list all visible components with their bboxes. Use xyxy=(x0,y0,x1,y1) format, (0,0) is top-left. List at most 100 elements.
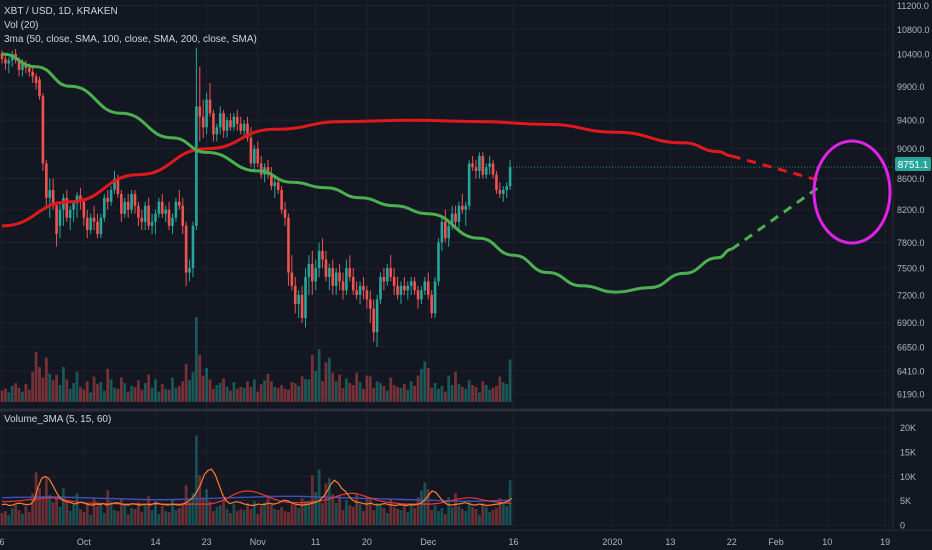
volume-3ma-bar xyxy=(324,483,328,525)
candle-body xyxy=(167,209,171,226)
volume-bar xyxy=(413,385,417,402)
chart-title[interactable]: XBT / USD, 1D, KRAKEN xyxy=(4,6,118,17)
volume-bar xyxy=(232,382,236,402)
candle-body xyxy=(174,201,178,218)
volume-3ma-bar xyxy=(256,514,260,525)
time-tick-label[interactable]: 6 xyxy=(0,537,5,547)
time-tick-label[interactable]: Oct xyxy=(77,537,92,547)
volume-bar xyxy=(321,381,324,402)
candle-body xyxy=(433,281,437,314)
candle-body xyxy=(341,281,345,291)
volume-bar xyxy=(38,367,41,402)
time-tick-label[interactable]: 2020 xyxy=(602,537,622,547)
price-tick-label: 10800.0 xyxy=(897,25,930,35)
volume-3ma-bar xyxy=(154,501,157,525)
candle-body xyxy=(321,250,324,260)
candle-body xyxy=(413,281,416,291)
time-tick-label[interactable]: 20 xyxy=(362,537,372,547)
volume-3ma-bar xyxy=(123,505,127,525)
volume-3ma-bar xyxy=(140,512,144,525)
candle-body xyxy=(65,197,69,218)
time-tick-label[interactable]: 11 xyxy=(311,537,320,547)
candle-body xyxy=(256,148,260,164)
volume-bar xyxy=(437,388,440,402)
time-tick-label[interactable]: Feb xyxy=(768,537,784,547)
volume-bar xyxy=(174,387,178,402)
candle-body xyxy=(447,225,451,239)
candle-body xyxy=(365,290,369,300)
volume-bar xyxy=(68,388,72,402)
volume-indicator-legend[interactable]: Vol (20) xyxy=(4,20,39,31)
candle-body xyxy=(467,163,471,206)
volume-bar xyxy=(307,379,311,402)
time-tick-label[interactable]: 10 xyxy=(822,537,832,547)
candle-body xyxy=(375,299,379,333)
volume-3ma-bar xyxy=(345,500,348,525)
volume-3ma-legend[interactable]: Volume_3MA (5, 15, 60) xyxy=(4,414,112,425)
volume-bar xyxy=(160,384,164,402)
volume-3ma-bar xyxy=(402,506,406,525)
volume-bar xyxy=(450,385,454,402)
candle-body xyxy=(328,268,331,277)
volume-bar xyxy=(495,385,498,402)
volume-bar xyxy=(368,376,372,402)
volume-3ma-bar xyxy=(61,488,65,525)
volume-3ma-bar xyxy=(218,505,222,525)
volume-bar xyxy=(280,385,284,402)
volume-tick-label: 10K xyxy=(900,472,916,482)
volume-bar xyxy=(61,367,65,402)
candle-body xyxy=(215,127,219,135)
candle-body xyxy=(348,268,352,277)
time-tick-label[interactable]: 13 xyxy=(665,537,675,547)
candle-body xyxy=(293,285,297,305)
volume-bar xyxy=(423,361,427,402)
time-tick-label[interactable]: 19 xyxy=(880,537,890,547)
time-tick-label[interactable]: Nov xyxy=(250,537,267,547)
time-tick-label[interactable]: 14 xyxy=(150,537,160,547)
time-tick-label[interactable]: Dec xyxy=(420,537,437,547)
volume-bar xyxy=(235,388,239,402)
volume-bar xyxy=(188,380,191,402)
time-tick-label[interactable]: 16 xyxy=(508,537,518,547)
volume-3ma-bar xyxy=(102,513,106,525)
volume-bar xyxy=(222,378,226,402)
time-tick-label[interactable]: 23 xyxy=(202,537,212,547)
volume-bar xyxy=(79,386,82,402)
volume-bar xyxy=(184,364,188,402)
time-tick-label[interactable]: 22 xyxy=(727,537,737,547)
volume-bar xyxy=(385,390,389,402)
volume-3ma-bar xyxy=(266,495,270,525)
volume-tick-label: 5K xyxy=(900,496,911,506)
candle-body xyxy=(430,294,433,314)
volume-bar xyxy=(34,351,38,402)
volume-3ma-bar xyxy=(430,510,434,525)
volume-3ma-bar xyxy=(164,511,168,525)
candle-body xyxy=(259,163,263,175)
candle-body xyxy=(92,217,96,222)
volume-bar xyxy=(443,391,447,402)
volume-bar xyxy=(389,377,393,402)
candle-body xyxy=(133,193,137,206)
volume-3ma-bar xyxy=(471,507,474,525)
volume-3ma-bar xyxy=(7,515,11,525)
time-axis-labels[interactable]: 6 Oct 14 23 Nov 11 20 Dec 16 2020 13 22 Feb 10 19 xyxy=(0,537,890,547)
volume-3ma-bar xyxy=(269,503,273,525)
volume-3ma-bar xyxy=(283,511,287,525)
candle-body xyxy=(120,193,123,214)
volume-bar xyxy=(474,386,478,402)
ma-indicator-legend[interactable]: 3ma (50, close, SMA, 100, close, SMA, 20… xyxy=(4,34,257,45)
volume-bar xyxy=(345,378,348,402)
volume-bar xyxy=(399,387,403,402)
volume-bar xyxy=(402,384,406,402)
candle-body xyxy=(379,276,382,300)
volume-bar xyxy=(21,391,24,402)
highlight-circle xyxy=(812,139,892,245)
volume-3ma-bar xyxy=(167,512,171,525)
volume-bar xyxy=(355,372,359,402)
volume-3ma-bar xyxy=(143,505,147,525)
candle-body xyxy=(276,182,280,191)
candle-body xyxy=(416,290,420,300)
volume-3ma-bar xyxy=(119,499,123,525)
candle-body xyxy=(498,190,502,194)
volume-3ma-bar xyxy=(68,511,72,525)
